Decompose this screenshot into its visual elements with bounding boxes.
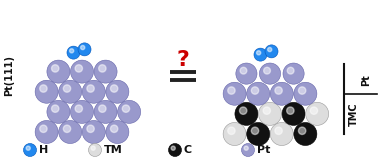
Circle shape — [75, 65, 82, 72]
Circle shape — [268, 47, 272, 52]
Circle shape — [23, 144, 37, 156]
Circle shape — [26, 146, 30, 150]
Text: C: C — [183, 145, 192, 155]
Circle shape — [70, 49, 74, 53]
Circle shape — [99, 65, 106, 72]
Circle shape — [287, 107, 294, 114]
Text: TM: TM — [104, 145, 122, 155]
Circle shape — [106, 121, 129, 144]
Circle shape — [275, 127, 282, 134]
Circle shape — [306, 102, 328, 125]
Circle shape — [78, 43, 91, 56]
Circle shape — [287, 67, 294, 74]
Circle shape — [82, 121, 105, 144]
Circle shape — [259, 63, 280, 84]
Circle shape — [40, 125, 47, 133]
Circle shape — [169, 144, 181, 156]
Circle shape — [263, 67, 270, 74]
Circle shape — [94, 60, 117, 83]
Circle shape — [275, 87, 282, 94]
Circle shape — [40, 85, 47, 92]
Circle shape — [106, 80, 129, 103]
Circle shape — [47, 100, 70, 123]
Circle shape — [247, 82, 270, 105]
Text: H: H — [39, 145, 48, 155]
Circle shape — [257, 51, 261, 55]
Circle shape — [35, 80, 58, 103]
Circle shape — [310, 107, 318, 114]
Circle shape — [63, 125, 71, 133]
Circle shape — [265, 45, 278, 58]
Circle shape — [122, 105, 130, 112]
Circle shape — [270, 123, 293, 145]
Circle shape — [254, 48, 267, 61]
Circle shape — [51, 65, 59, 72]
Circle shape — [247, 123, 270, 145]
Text: TMC: TMC — [349, 102, 359, 126]
Circle shape — [240, 107, 247, 114]
Circle shape — [87, 125, 94, 133]
Circle shape — [251, 127, 259, 134]
Circle shape — [283, 63, 304, 84]
Circle shape — [81, 45, 85, 50]
Circle shape — [47, 60, 70, 83]
Circle shape — [240, 67, 247, 74]
Circle shape — [171, 146, 175, 150]
Circle shape — [99, 105, 106, 112]
Circle shape — [235, 102, 258, 125]
Circle shape — [94, 100, 117, 123]
Circle shape — [110, 125, 118, 133]
Circle shape — [263, 107, 271, 114]
Circle shape — [71, 60, 93, 83]
Circle shape — [88, 144, 102, 156]
Circle shape — [71, 100, 93, 123]
Circle shape — [75, 105, 82, 112]
Circle shape — [299, 127, 306, 134]
Circle shape — [294, 123, 317, 145]
Text: Pt: Pt — [361, 74, 371, 86]
Circle shape — [110, 85, 118, 92]
Circle shape — [294, 82, 317, 105]
Circle shape — [299, 87, 306, 94]
Text: ?: ? — [177, 50, 189, 70]
Circle shape — [282, 102, 305, 125]
Circle shape — [59, 121, 82, 144]
Circle shape — [87, 85, 94, 92]
Circle shape — [118, 100, 141, 123]
Circle shape — [242, 144, 254, 156]
Text: Pt(111): Pt(111) — [4, 55, 14, 96]
Circle shape — [228, 127, 235, 134]
Circle shape — [244, 146, 248, 150]
Circle shape — [259, 102, 282, 125]
Circle shape — [63, 85, 71, 92]
Circle shape — [270, 82, 293, 105]
Circle shape — [236, 63, 257, 84]
Circle shape — [251, 87, 259, 94]
Text: Pt: Pt — [257, 145, 270, 155]
Circle shape — [223, 123, 246, 145]
Circle shape — [59, 80, 82, 103]
Circle shape — [228, 87, 235, 94]
Circle shape — [82, 80, 105, 103]
Circle shape — [35, 121, 58, 144]
Circle shape — [51, 105, 59, 112]
Circle shape — [91, 146, 95, 150]
Circle shape — [67, 46, 80, 59]
Circle shape — [223, 82, 246, 105]
